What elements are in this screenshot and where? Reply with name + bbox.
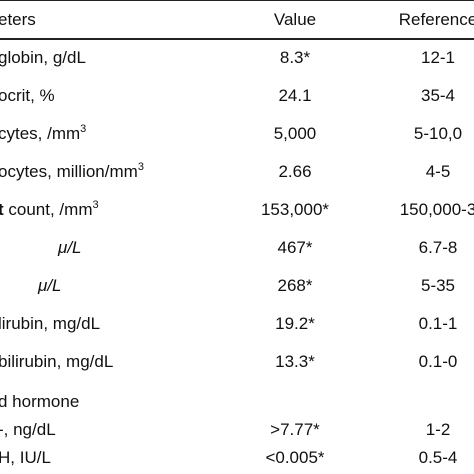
row-parameter: cytes, /mm3	[0, 124, 86, 144]
row-value: 467*	[277, 238, 313, 257]
row-value: >7.77*	[270, 420, 320, 439]
row-reference: 0.1-0	[418, 352, 458, 371]
row-value: 13.3*	[275, 352, 315, 371]
header-parameter: eters	[0, 10, 36, 29]
header-rule	[0, 38, 474, 40]
row-reference: 12-1	[420, 48, 456, 67]
parameter-text: count, /mm	[3, 200, 93, 219]
row-reference: 0.1-1	[418, 314, 458, 333]
parameter-text: ocytes, million/mm	[0, 162, 138, 181]
row-value: 24.1	[278, 86, 312, 105]
row-value: 2.66	[278, 162, 312, 181]
superscript: 3	[80, 123, 87, 135]
superscript: 3	[92, 199, 99, 211]
row-reference: 150,000-3	[399, 200, 474, 219]
row-reference: 5-10,0	[413, 124, 463, 143]
row-reference: 0.5-4	[418, 448, 458, 467]
top-rule	[0, 0, 474, 1]
row-value: <0.005*	[265, 448, 325, 467]
row-parameter: ocrit, %	[0, 86, 55, 105]
row-parameter: bilirubin, mg/dL	[0, 352, 114, 371]
row-parameter: ocytes, million/mm3	[0, 162, 144, 182]
row-parameter: globin, g/dL	[0, 48, 86, 67]
row-reference: 1-2	[425, 420, 451, 439]
row-parameter: -, ng/dL	[0, 420, 56, 439]
superscript: 3	[137, 161, 144, 173]
row-parameter: lirubin, mg/dL	[0, 314, 101, 333]
row-parameter: H, IU/L	[0, 448, 51, 467]
row-parameter: t count, /mm3	[0, 200, 99, 220]
row-value: 153,000*	[260, 200, 330, 219]
row-parameter: μ/L	[38, 276, 62, 295]
row-parameter: μ/L	[58, 238, 82, 257]
row-value: 19.2*	[275, 314, 315, 333]
row-reference: 5-35	[420, 276, 456, 295]
row-reference: 6.7-8	[418, 238, 458, 257]
parameter-bold-text: t	[0, 200, 4, 219]
header-reference: Reference	[398, 10, 474, 29]
row-value: 268*	[277, 276, 313, 295]
row-reference: 35-4	[420, 86, 456, 105]
header-value: Value	[273, 10, 317, 29]
section-label: d hormone	[0, 392, 80, 411]
row-value: 5,000	[273, 124, 317, 143]
row-value: 8.3*	[279, 48, 311, 67]
parameter-text: cytes, /mm	[0, 124, 81, 143]
row-reference: 4-5	[425, 162, 451, 181]
